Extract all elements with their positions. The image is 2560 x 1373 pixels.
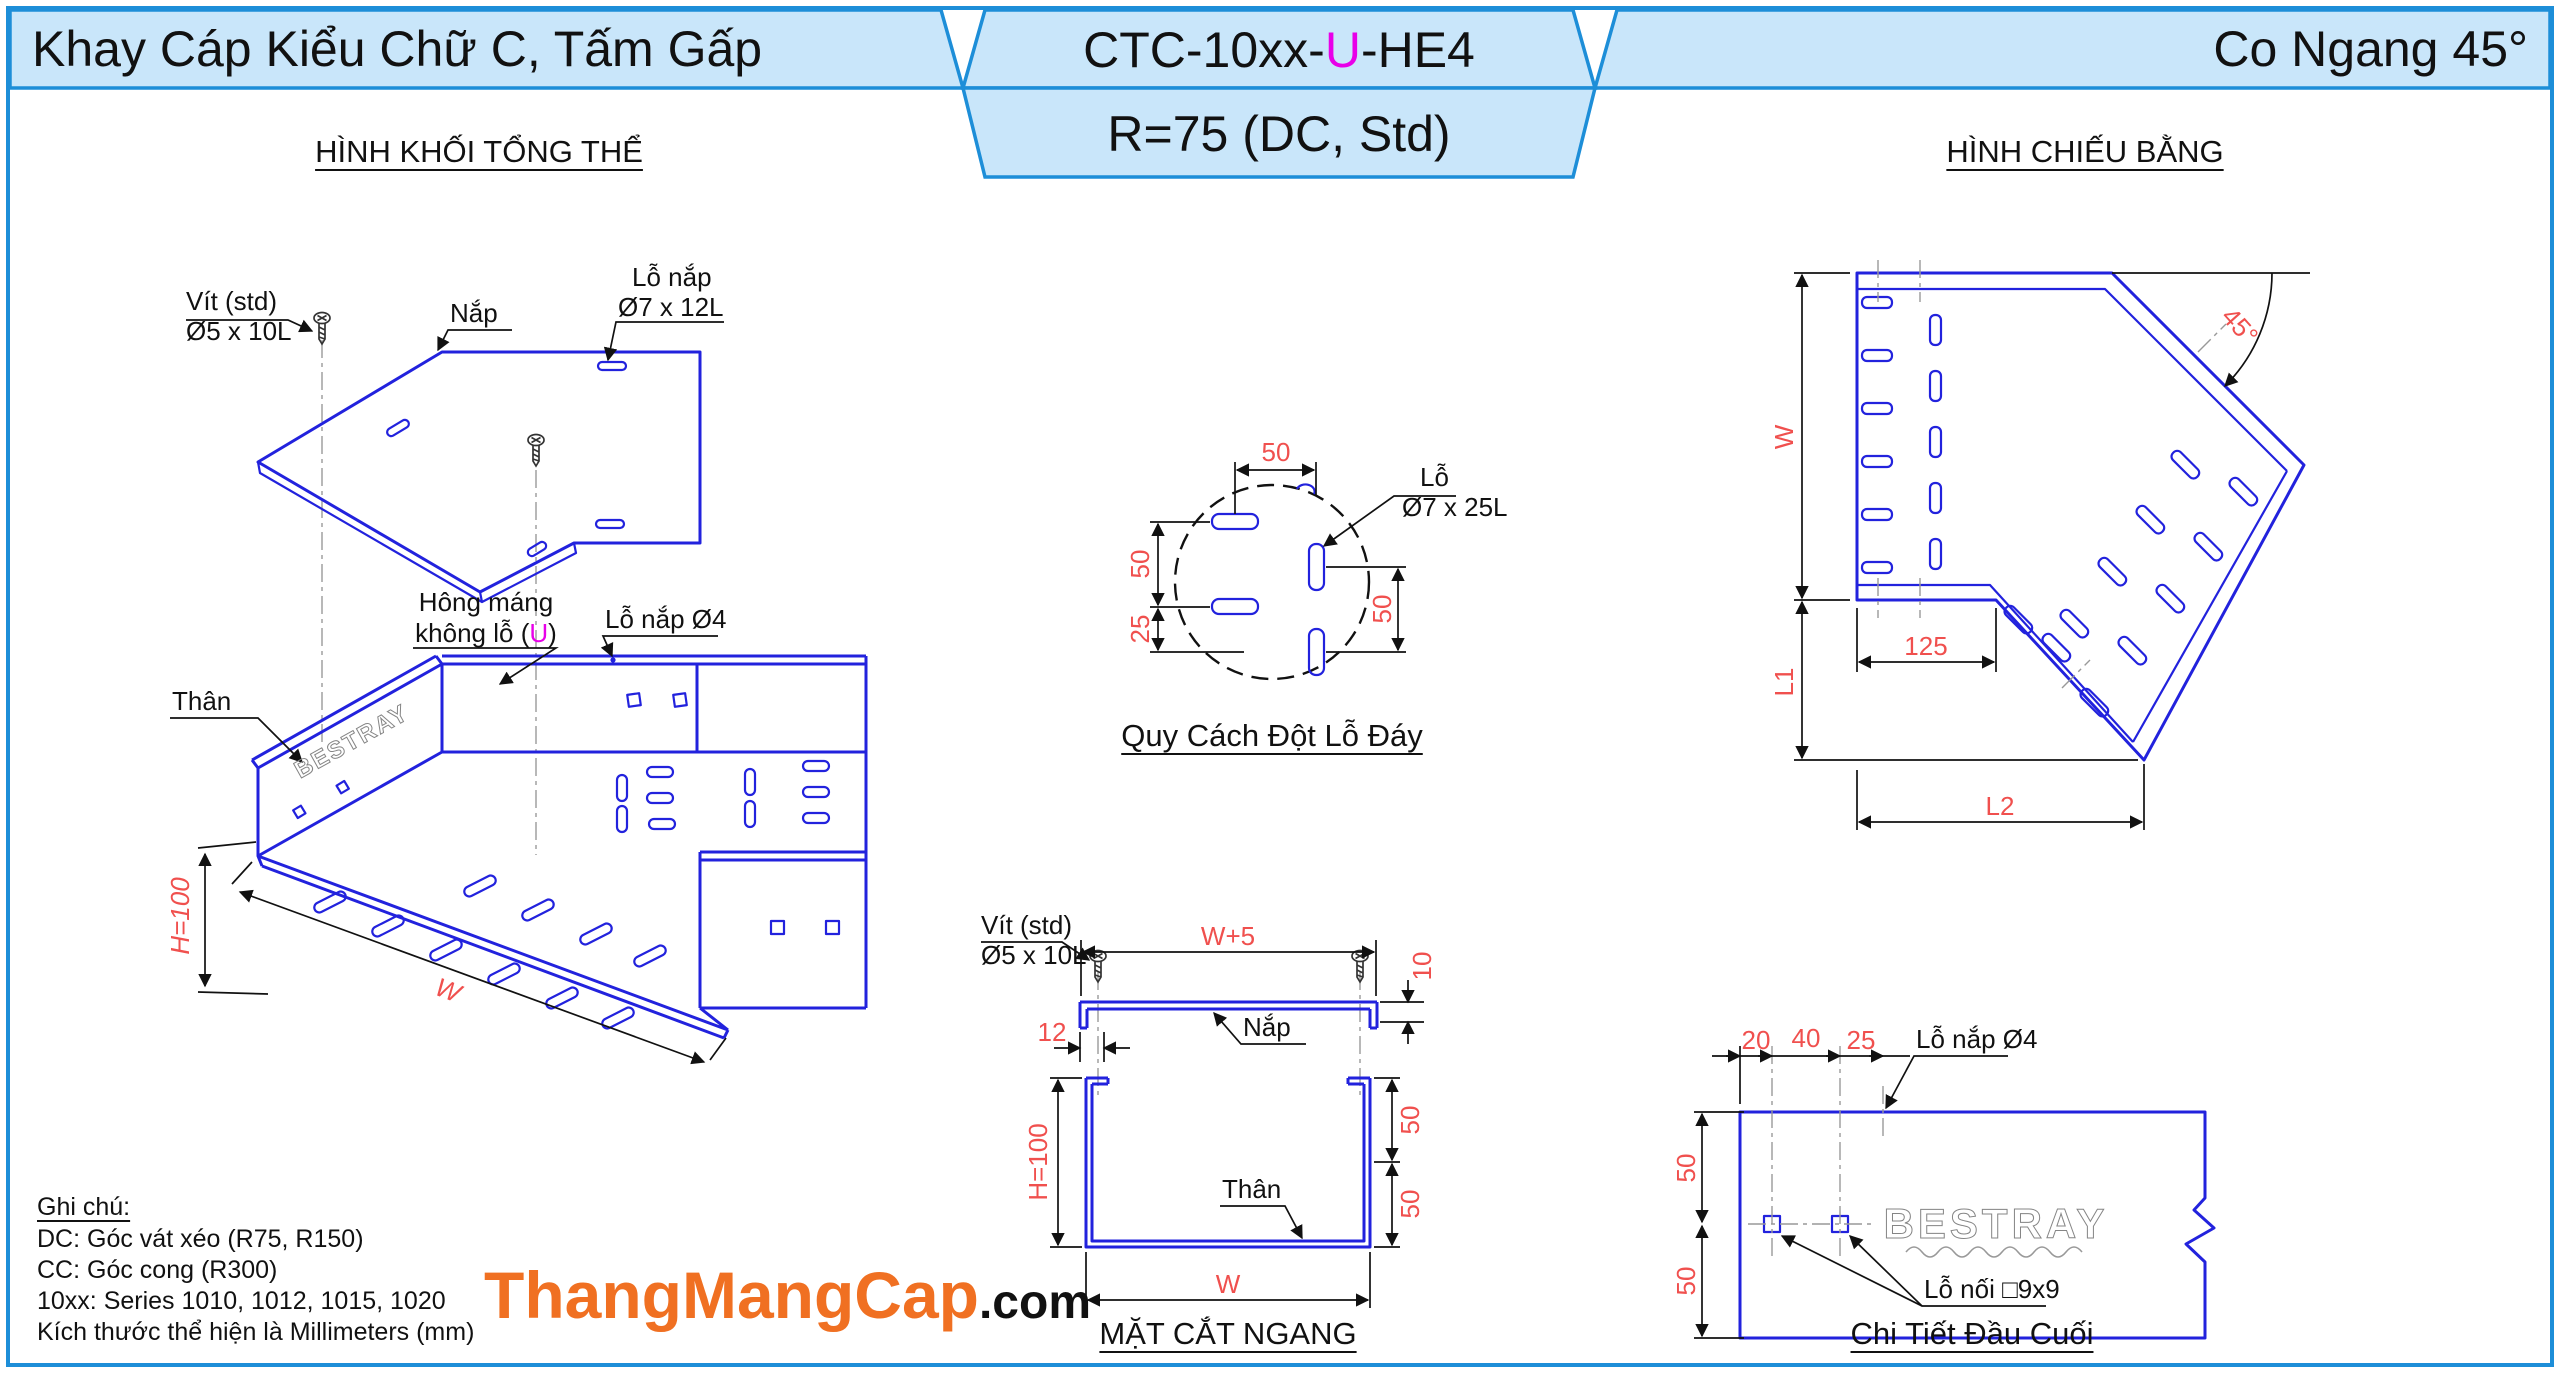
- product-subtitle: R=75 (DC, Std): [1107, 106, 1451, 162]
- section-screw-label: Vít (std) Ø5 x 10L: [981, 910, 1087, 970]
- iso-dim-height: H=100: [165, 877, 195, 955]
- section-body-label: Thân: [1222, 1174, 1282, 1204]
- section-dim-50-upper: 50: [1395, 1105, 1425, 1135]
- product-code-variant: U: [1324, 22, 1361, 78]
- iso-view-title: HÌNH KHỐI TỔNG THỂ: [315, 134, 643, 169]
- notes-line: CC: Góc cong (R300): [37, 1256, 278, 1284]
- site-logo-suffix: .com: [978, 1276, 1091, 1329]
- section-dim-height: H=100: [1023, 1123, 1053, 1201]
- end-detail-joint-hole-label: Lỗ nối □9x9: [1924, 1274, 2060, 1304]
- plan-dim-l2: L2: [1985, 791, 2015, 821]
- product-code: CTC-10xx-U-HE4: [1083, 13, 1475, 87]
- end-detail-lid-hole-label: Lỗ nắp Ø4: [1916, 1024, 2038, 1054]
- end-detail-dim-50-lower: 50: [1671, 1266, 1701, 1296]
- plan-view-linework: [1794, 260, 2310, 830]
- end-detail-linework: [1694, 1046, 2216, 1340]
- plan-view-title: HÌNH CHIẾU BẰNG: [1946, 134, 2224, 169]
- notes-line: DC: Góc vát xéo (R75, R150): [37, 1225, 364, 1253]
- site-logo: ThangMangCap.com: [484, 1262, 1091, 1328]
- hole-detail-dim-left-upper: 50: [1125, 549, 1155, 579]
- hole-detail-hole-label: Lỗ Ø7 x 25L: [1402, 462, 1508, 522]
- product-code-suffix: -HE4: [1360, 22, 1475, 78]
- iso-side-label-line2: không lỗ (U): [415, 618, 557, 648]
- end-detail-dim-40: 40: [1791, 1023, 1821, 1053]
- header-band: [6, 6, 2554, 1367]
- end-detail-dim-25: 25: [1846, 1025, 1876, 1055]
- sheet-title-right: Co Ngang 45°: [2213, 21, 2528, 77]
- section-dim-top: W+5: [1200, 921, 1256, 951]
- section-title: MẶT CẮT NGANG: [1099, 1316, 1357, 1351]
- sheet-title-left: Khay Cáp Kiểu Chữ C, Tấm Gấp: [32, 21, 763, 77]
- plan-dim-width: W: [1769, 424, 1799, 450]
- site-logo-brand: ThangMangCap: [484, 1258, 979, 1332]
- notes-line: Kích thước thể hiện là Millimeters (mm): [37, 1318, 475, 1346]
- product-code-prefix: CTC-10xx-: [1083, 22, 1325, 78]
- iso-lid-hole4-label: Lỗ nắp Ø4: [605, 604, 727, 634]
- plan-dim-125: 125: [1904, 631, 1948, 661]
- section-lid-label: Nắp: [1243, 1012, 1291, 1042]
- iso-lid-label: Nắp: [450, 298, 498, 328]
- notes-line: 10xx: Series 1010, 1012, 1015, 1020: [37, 1287, 446, 1315]
- iso-lid-hole-label: Lỗ nắp Ø7 x 12L: [618, 262, 724, 322]
- hole-detail-linework: [1150, 462, 1456, 681]
- section-dim-50-lower: 50: [1395, 1189, 1425, 1219]
- end-detail-dim-50-upper: 50: [1671, 1153, 1701, 1183]
- section-dim-12: 12: [1037, 1017, 1067, 1047]
- end-detail-title: Chi Tiết Đầu Cuối: [1850, 1316, 2094, 1351]
- iso-view-linework: [170, 311, 868, 1065]
- end-detail-dim-20: 20: [1741, 1025, 1771, 1055]
- hole-detail-dim-top: 50: [1261, 437, 1291, 467]
- hole-detail-title: Quy Cách Đột Lỗ Đáy: [1121, 718, 1423, 753]
- section-dim-width: W: [1215, 1269, 1241, 1299]
- iso-body-label: Thân: [172, 686, 232, 716]
- plan-dim-l1: L1: [1769, 667, 1799, 697]
- notes-heading: Ghi chú:: [37, 1193, 131, 1221]
- hole-detail-dim-right: 50: [1367, 594, 1397, 624]
- end-detail-watermark: BESTRAY: [1883, 1200, 2109, 1247]
- section-view-linework: [981, 940, 1424, 1308]
- hole-detail-dim-left-lower: 25: [1125, 614, 1155, 644]
- iso-screw-label: Vít (std) Ø5 x 10L: [186, 286, 292, 346]
- section-dim-10: 10: [1407, 951, 1437, 981]
- iso-side-label-line1: Hông máng: [418, 587, 554, 617]
